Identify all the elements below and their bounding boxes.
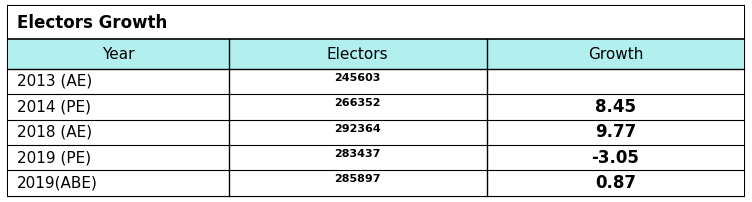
Bar — [8, 94, 744, 120]
Text: 285897: 285897 — [335, 174, 381, 184]
Text: 2018 (AE): 2018 (AE) — [17, 125, 92, 140]
Text: 2013 (AE): 2013 (AE) — [17, 74, 92, 89]
Text: 0.87: 0.87 — [595, 174, 636, 192]
Bar — [8, 145, 744, 170]
Text: -3.05: -3.05 — [592, 149, 639, 167]
Text: Electors: Electors — [327, 46, 388, 61]
Text: 2014 (PE): 2014 (PE) — [17, 99, 90, 114]
Bar — [8, 69, 744, 94]
Bar — [8, 120, 744, 145]
Text: Growth: Growth — [588, 46, 643, 61]
Text: 292364: 292364 — [334, 123, 381, 134]
Bar — [8, 39, 744, 69]
Text: 8.45: 8.45 — [595, 98, 636, 116]
Text: 266352: 266352 — [335, 98, 381, 108]
Text: 2019 (PE): 2019 (PE) — [17, 150, 91, 165]
Bar — [8, 6, 744, 39]
Text: 2019(ABE): 2019(ABE) — [17, 176, 98, 191]
Bar — [8, 170, 744, 196]
Text: Electors Growth: Electors Growth — [17, 14, 167, 32]
Text: 245603: 245603 — [335, 73, 381, 83]
Text: Year: Year — [102, 46, 135, 61]
Text: 283437: 283437 — [335, 149, 381, 159]
Text: 9.77: 9.77 — [595, 123, 636, 141]
